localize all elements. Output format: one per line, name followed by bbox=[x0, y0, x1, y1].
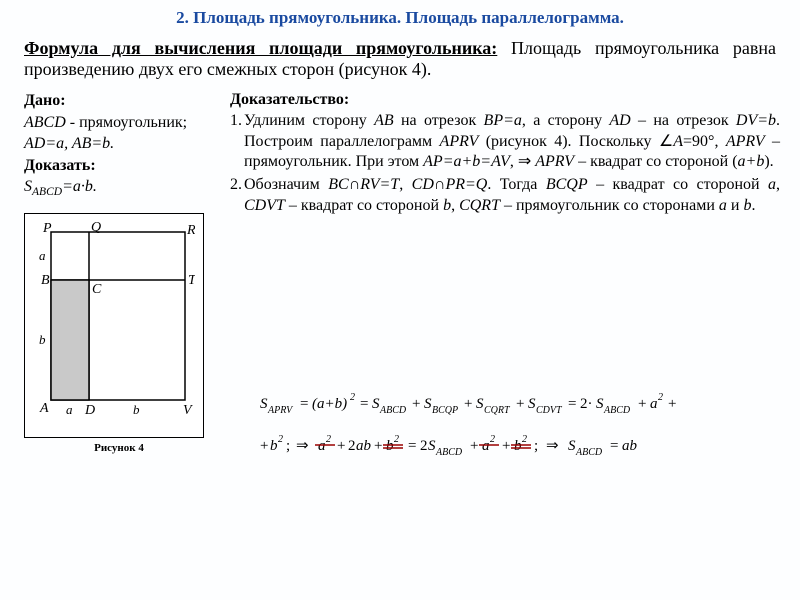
given-block: Дано: ABCD - прямоугольник; AD=a, AB=b. … bbox=[24, 90, 214, 201]
svg-text:+: + bbox=[470, 438, 478, 454]
svg-text:;: ; bbox=[286, 438, 290, 454]
svg-text:ABCD: ABCD bbox=[575, 447, 603, 458]
svg-text:a: a bbox=[482, 438, 490, 454]
svg-text:APRV: APRV bbox=[267, 405, 294, 416]
proof-num-1: 1. bbox=[230, 111, 244, 173]
svg-text:2: 2 bbox=[394, 434, 399, 445]
svg-text:b: b bbox=[386, 438, 394, 454]
svg-text:(a+b): (a+b) bbox=[312, 396, 347, 412]
figure-caption: Рисунок 4 bbox=[24, 438, 214, 454]
formula-area: SAPRV = (a+b)2 = SABCD + SBCQP + SCQRT +… bbox=[260, 388, 780, 513]
svg-text:ABCD: ABCD bbox=[379, 405, 407, 416]
subtitle: Формула для вычисления площади прямоугол… bbox=[0, 34, 800, 82]
subtitle-underlined: Формула для вычисления площади прямоугол… bbox=[24, 38, 497, 58]
svg-text:b: b bbox=[270, 438, 278, 454]
svg-text:+: + bbox=[337, 438, 345, 454]
svg-text:+: + bbox=[374, 438, 382, 454]
svg-text:S: S bbox=[476, 396, 484, 412]
prove-body: SABCD=a·b. bbox=[24, 176, 214, 201]
svg-text:A: A bbox=[39, 401, 49, 416]
svg-text:2·: 2· bbox=[580, 396, 593, 412]
formula-svg: SAPRV = (a+b)2 = SABCD + SBCQP + SCQRT +… bbox=[260, 388, 780, 508]
proof-item-1: 1. Удлиним сторону AB на отрезок BP=a, а… bbox=[230, 111, 780, 173]
svg-text:=: = bbox=[300, 396, 308, 412]
svg-text:C: C bbox=[92, 282, 102, 297]
svg-text:ab: ab bbox=[356, 438, 372, 454]
svg-text:P: P bbox=[42, 222, 52, 236]
svg-text:S: S bbox=[428, 438, 436, 454]
svg-text:CQRT: CQRT bbox=[484, 405, 511, 416]
left-column: Дано: ABCD - прямоугольник; AD=a, AB=b. … bbox=[24, 90, 214, 454]
given-line2: AD=a, AB=b. bbox=[24, 133, 214, 155]
svg-text:ab: ab bbox=[622, 438, 638, 454]
svg-text:2: 2 bbox=[522, 434, 527, 445]
svg-text:2: 2 bbox=[350, 392, 355, 403]
figure-box: P Q R B C T A D V a b a b bbox=[24, 213, 204, 438]
svg-text:B: B bbox=[41, 273, 50, 288]
svg-text:2: 2 bbox=[658, 392, 663, 403]
svg-text:2: 2 bbox=[490, 434, 495, 445]
svg-text:S: S bbox=[424, 396, 432, 412]
proof-text-2: Обозначим BC∩RV=T, CD∩PR=Q. Тогда BCQP –… bbox=[244, 175, 780, 217]
svg-text:V: V bbox=[183, 403, 193, 418]
proof-block: Доказательство: 1. Удлиним сторону AB на… bbox=[230, 90, 780, 217]
svg-text:S: S bbox=[372, 396, 380, 412]
svg-text:+: + bbox=[464, 396, 472, 412]
svg-text:+: + bbox=[668, 396, 676, 412]
given-title: Дано: bbox=[24, 90, 214, 112]
svg-text:2: 2 bbox=[348, 438, 356, 454]
svg-text:b: b bbox=[514, 438, 522, 454]
svg-text:⇒: ⇒ bbox=[546, 438, 559, 454]
svg-text:D: D bbox=[84, 403, 95, 418]
svg-text:=: = bbox=[408, 438, 416, 454]
svg-text:R: R bbox=[186, 223, 195, 238]
svg-text:a: a bbox=[39, 248, 46, 263]
figure-svg: P Q R B C T A D V a b a b bbox=[33, 222, 195, 422]
svg-text:;: ; bbox=[534, 438, 538, 454]
given-abcd: ABCD bbox=[24, 114, 66, 131]
proof-item-2: 2. Обозначим BC∩RV=T, CD∩PR=Q. Тогда BCQ… bbox=[230, 175, 780, 217]
given-line1-rest: - прямоугольник; bbox=[66, 114, 187, 131]
given-line1: ABCD - прямоугольник; bbox=[24, 112, 214, 134]
svg-text:a: a bbox=[318, 438, 326, 454]
svg-text:2: 2 bbox=[278, 434, 283, 445]
svg-text:Q: Q bbox=[91, 222, 101, 235]
svg-text:⇒: ⇒ bbox=[296, 438, 309, 454]
svg-text:CDVT: CDVT bbox=[536, 405, 563, 416]
svg-text:a: a bbox=[66, 402, 73, 417]
svg-text:ABCD: ABCD bbox=[435, 447, 463, 458]
svg-text:+: + bbox=[412, 396, 420, 412]
svg-text:S: S bbox=[260, 396, 268, 412]
svg-text:S: S bbox=[596, 396, 604, 412]
svg-text:=: = bbox=[360, 396, 368, 412]
proof-title: Доказательство: bbox=[230, 90, 780, 111]
figure-wrap: P Q R B C T A D V a b a b Рисунок 4 bbox=[24, 213, 214, 454]
page-header: 2. Площадь прямоугольника. Площадь парал… bbox=[0, 0, 800, 34]
svg-text:=: = bbox=[610, 438, 618, 454]
svg-text:BCQP: BCQP bbox=[432, 405, 458, 416]
proof-text-1: Удлиним сторону AB на отрезок BP=a, а ст… bbox=[244, 111, 780, 173]
svg-text:2: 2 bbox=[326, 434, 331, 445]
svg-text:S: S bbox=[568, 438, 576, 454]
svg-text:+: + bbox=[502, 438, 510, 454]
proof-num-2: 2. bbox=[230, 175, 244, 217]
svg-text:T: T bbox=[188, 273, 195, 288]
svg-text:a: a bbox=[650, 396, 658, 412]
svg-text:+: + bbox=[260, 438, 268, 454]
svg-text:ABCD: ABCD bbox=[603, 405, 631, 416]
svg-text:b: b bbox=[133, 402, 140, 417]
svg-text:+: + bbox=[516, 396, 524, 412]
svg-text:+: + bbox=[638, 396, 646, 412]
svg-text:2: 2 bbox=[420, 438, 428, 454]
svg-text:S: S bbox=[528, 396, 536, 412]
svg-text:=: = bbox=[568, 396, 576, 412]
prove-title: Доказать: bbox=[24, 155, 214, 177]
svg-text:b: b bbox=[39, 332, 46, 347]
